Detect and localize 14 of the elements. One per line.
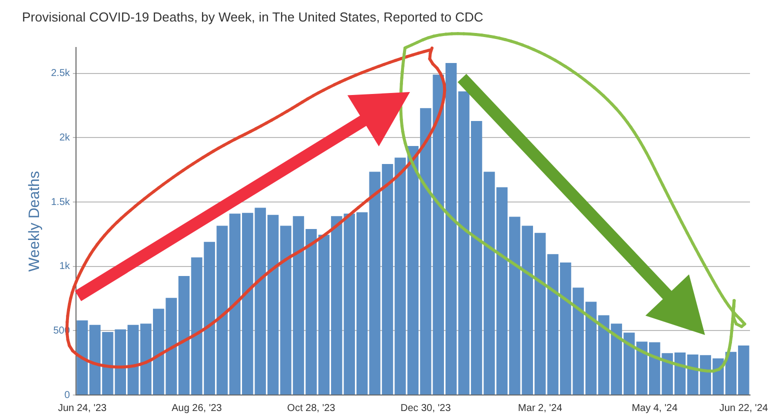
x-tick-label: May 4, '24 <box>632 402 678 414</box>
y-tick-label: 1k <box>59 261 71 272</box>
x-tick-label: Dec 30, '23 <box>400 402 452 414</box>
x-tick-label: Jun 22, '24 <box>719 402 768 414</box>
x-tick-label: Oct 28, '23 <box>287 402 336 414</box>
x-tick-label: Aug 26, '23 <box>172 402 222 414</box>
x-tick-label: Mar 2, '24 <box>518 402 563 414</box>
x-tick-label: Jun 24, '23 <box>58 402 107 414</box>
y-tick-label: 1.5k <box>50 196 71 208</box>
y-tick-label: 2.5k <box>50 68 71 80</box>
y-tick-label: 0 <box>64 390 70 401</box>
chart-title: Provisional COVID-19 Deaths, by Week, in The United States, Reported to CDC <box>22 9 484 24</box>
y-tick-label: 2k <box>59 132 71 144</box>
y-axis-title: Weekly Deaths <box>26 170 44 272</box>
